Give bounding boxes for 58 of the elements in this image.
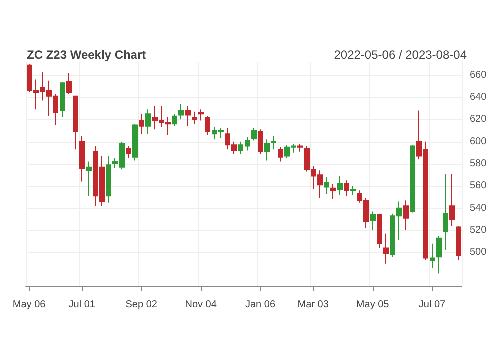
candlestick (271, 136, 276, 150)
y-tick-label: 580 (470, 158, 488, 170)
x-tick-label: Jul 01 (68, 300, 96, 310)
candlestick (172, 114, 177, 127)
x-tick-label: Jan 06 (246, 300, 276, 310)
candlestick (350, 186, 356, 196)
candlestick (245, 136, 250, 152)
y-tick-label: 520 (470, 225, 488, 236)
x-tick-label: Sep 02 (126, 300, 158, 310)
candlestick (377, 213, 382, 249)
chart-subtitle: 2022-05-06 / 2023-08-04 (334, 48, 468, 62)
candlestick (278, 146, 283, 162)
candlestick (73, 96, 78, 150)
candlestick (86, 161, 92, 197)
candlestick (383, 233, 389, 264)
candlestick (337, 176, 343, 196)
y-tick-label: 640 (470, 92, 488, 103)
candlestick (344, 180, 349, 197)
candlestick (370, 211, 376, 232)
candlestick (126, 146, 131, 159)
candlestick (456, 226, 461, 261)
y-tick-label: 660 (470, 70, 488, 81)
y-tick-label: 560 (470, 180, 488, 192)
candlestick (443, 174, 448, 252)
candlestick (403, 200, 409, 232)
candlestick (192, 111, 197, 125)
candlestick (139, 114, 144, 135)
x-tick-label: May 05 (356, 300, 390, 310)
candlestick (264, 139, 270, 162)
x-tick-label: Nov 04 (185, 300, 218, 310)
candlestick (79, 136, 85, 182)
candlestick (410, 144, 415, 214)
candlestick (436, 236, 442, 274)
candlestick (238, 141, 243, 155)
candlestick (132, 124, 138, 162)
candlestick (205, 116, 210, 136)
candlestick (60, 81, 65, 118)
candlestick (251, 128, 257, 142)
chart-title: ZC Z23 Weekly Chart (27, 48, 146, 62)
candlestick (297, 144, 303, 152)
candlestick (198, 109, 204, 122)
candlestick (185, 106, 191, 127)
x-tick-label: Mar 03 (298, 300, 330, 310)
x-tick-label: Jul 07 (418, 300, 446, 310)
candlestick (324, 176, 329, 194)
candlestick (258, 129, 263, 155)
candlestick (178, 104, 184, 120)
candlestick (106, 156, 111, 204)
candlestick (330, 183, 336, 200)
x-tick-label: May 06 (12, 300, 46, 310)
candlestick (449, 174, 455, 227)
candlestick (145, 109, 151, 135)
y-tick-label: 500 (470, 247, 488, 258)
y-tick-label: 600 (470, 136, 488, 148)
y-tick-label: 540 (470, 202, 488, 214)
candlestick (66, 72, 72, 95)
candlestick (430, 243, 435, 269)
y-tick-label: 620 (470, 114, 488, 126)
